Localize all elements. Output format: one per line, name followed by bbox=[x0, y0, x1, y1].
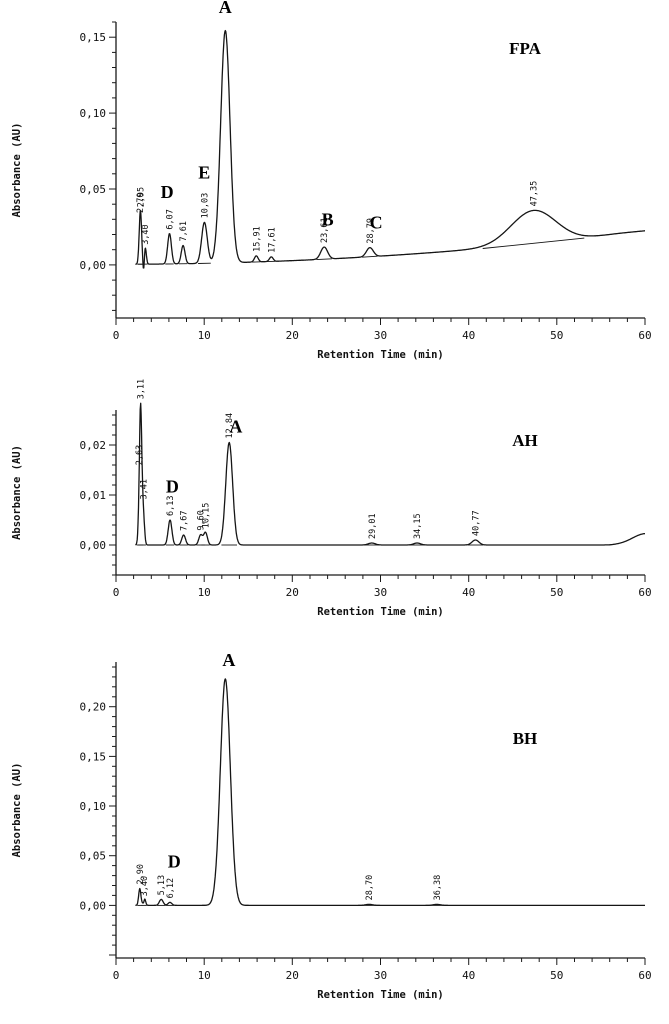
peak-rt-label: 47,35 bbox=[530, 181, 540, 207]
x-tick-label: 30 bbox=[374, 586, 387, 599]
x-tick-label: 60 bbox=[638, 969, 651, 982]
x-tick-label: 0 bbox=[113, 969, 120, 982]
peak-rt-label: 40,77 bbox=[472, 510, 482, 536]
peak-rt-label: 2,95 bbox=[137, 187, 147, 207]
peak-rt-label: 36,38 bbox=[433, 875, 443, 901]
peak-letter-e: E bbox=[198, 162, 210, 182]
peak-letter-a: A bbox=[222, 650, 235, 670]
x-tick-label: 40 bbox=[462, 969, 475, 982]
peak-rt-label: 23,61 bbox=[320, 217, 330, 243]
x-axis-title: Retention Time (min) bbox=[317, 606, 443, 618]
peak-rt-label: 6,07 bbox=[166, 209, 176, 229]
y-axis-title: Absorbance (AU) bbox=[11, 445, 23, 540]
peak-rt-label: 3,40 bbox=[140, 876, 150, 896]
peak-rt-label: 3,11 bbox=[137, 379, 147, 399]
peak-rt-label: 10,15 bbox=[202, 503, 212, 529]
peak-letter-d: D bbox=[166, 477, 179, 497]
y-tick-label: 0,20 bbox=[80, 701, 107, 714]
x-tick-label: 30 bbox=[374, 969, 387, 982]
x-tick-label: 0 bbox=[113, 586, 120, 599]
y-tick-label: 0,15 bbox=[80, 750, 107, 763]
chart-panel-fpa: 0 10 20 30 40 50 60 0,00 0,05 0,10 0,15 Retention T… bbox=[11, 0, 652, 361]
peak-letter-d: D bbox=[161, 182, 174, 202]
x-axis-title: Retention Time (min) bbox=[317, 349, 443, 361]
x-tick-label: 60 bbox=[638, 586, 651, 599]
y-tick-label: 0,05 bbox=[80, 850, 107, 863]
x-tick-label: 10 bbox=[198, 969, 211, 982]
peak-rt-label: 28,70 bbox=[365, 875, 375, 901]
x-tick-label: 50 bbox=[550, 969, 563, 982]
x-tick-label: 20 bbox=[286, 329, 299, 342]
x-tick-label: 0 bbox=[113, 329, 120, 342]
peak-rt-label: 10,03 bbox=[200, 193, 210, 219]
peak-rt-label: 2,90 bbox=[136, 864, 146, 884]
y-tick-label: 0,00 bbox=[80, 539, 107, 552]
x-tick-label: 10 bbox=[198, 586, 211, 599]
x-tick-label: 10 bbox=[198, 329, 211, 342]
y-tick-label: 0,02 bbox=[80, 439, 107, 452]
peak-rt-label: 7,67 bbox=[180, 511, 190, 531]
peak-letter-c: C bbox=[370, 212, 383, 232]
chromatogram-trace bbox=[135, 29, 646, 269]
y-tick-label: 0,10 bbox=[80, 800, 107, 813]
y-axis-title: Absorbance (AU) bbox=[11, 123, 23, 218]
peak-rt-label: 17,61 bbox=[267, 227, 277, 253]
peak-rt-label: 6,13 bbox=[166, 496, 176, 516]
y-axis-title: Absorbance (AU) bbox=[11, 763, 23, 858]
peak-rt-label: 12,84 bbox=[225, 413, 235, 439]
x-tick-label: 40 bbox=[462, 586, 475, 599]
peak-rt-label: 28,79 bbox=[366, 218, 376, 244]
y-tick-label: 0,15 bbox=[80, 31, 107, 44]
chromatogram-trace bbox=[135, 678, 646, 907]
x-tick-label: 20 bbox=[286, 969, 299, 982]
chart-panel-ah: 0 10 20 30 40 50 60 0,00 0,01 0,02 Retention Time … bbox=[11, 379, 652, 618]
x-tick-label: 50 bbox=[550, 586, 563, 599]
integration-baseline bbox=[316, 258, 332, 261]
peak-rt-label: 3,40 bbox=[141, 224, 151, 244]
x-tick-label: 60 bbox=[638, 329, 651, 342]
y-tick-label: 0,05 bbox=[80, 183, 107, 196]
peak-rt-label: 2,63 bbox=[135, 445, 145, 465]
peak-letter-a: A bbox=[229, 417, 242, 437]
y-tick-label: 0,01 bbox=[80, 489, 107, 502]
panel-title: BH bbox=[513, 729, 538, 748]
y-tick-label: 0,10 bbox=[80, 107, 107, 120]
peak-rt-label: 34,15 bbox=[413, 513, 423, 539]
peak-rt-label: 6,12 bbox=[166, 878, 176, 898]
peak-rt-label: 2,70 bbox=[136, 193, 146, 213]
chromatogram-trace bbox=[135, 402, 646, 546]
y-tick-label: 0,00 bbox=[80, 899, 107, 912]
peak-letter-d: D bbox=[168, 852, 181, 872]
chart-panel-bh: 0 10 20 30 40 50 60 0,00 0,05 0,10 0,15 0,20 Retenti… bbox=[11, 650, 652, 1001]
integration-baseline bbox=[362, 255, 378, 258]
peak-rt-label: 9,60 bbox=[197, 510, 207, 530]
x-axis-title: Retention Time (min) bbox=[317, 989, 443, 1001]
peak-rt-label: 7,61 bbox=[179, 221, 189, 241]
panel-title: AH bbox=[512, 431, 538, 450]
x-tick-label: 40 bbox=[462, 329, 475, 342]
x-tick-label: 50 bbox=[550, 329, 563, 342]
integration-baseline bbox=[482, 237, 585, 249]
peak-letter-a: A bbox=[219, 0, 232, 17]
peak-rt-label: 5,13 bbox=[157, 875, 167, 895]
x-tick-label: 20 bbox=[286, 586, 299, 599]
x-tick-label: 30 bbox=[374, 329, 387, 342]
peak-rt-label: 15,91 bbox=[252, 226, 262, 252]
peak-rt-label: 29,01 bbox=[368, 513, 378, 539]
peak-letter-b: B bbox=[322, 209, 334, 229]
y-tick-label: 0,00 bbox=[80, 259, 107, 272]
peak-rt-label: 3,41 bbox=[139, 479, 149, 499]
panel-title: FPA bbox=[509, 39, 542, 58]
